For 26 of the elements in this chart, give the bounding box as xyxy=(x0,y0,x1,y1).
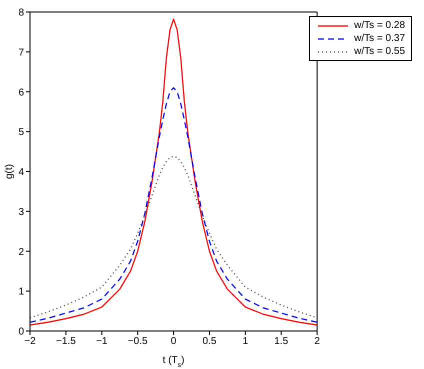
legend-label: w/Ts = 0.55 xyxy=(354,46,405,57)
y-tick-label: 3 xyxy=(18,206,24,218)
legend-label: w/Ts = 0.28 xyxy=(354,20,405,31)
x-tick-label: 1.5 xyxy=(274,336,289,348)
x-tick-label: 0 xyxy=(170,336,177,348)
y-axis-title: g(t) xyxy=(4,164,15,179)
x-tick-label: 0.5 xyxy=(202,336,217,348)
y-tick-label: 6 xyxy=(18,87,24,98)
x-tick-label: −1.5 xyxy=(56,336,76,348)
x-axis-title: t (T$_{s}$) xyxy=(162,355,184,368)
y-tick-label: 7 xyxy=(18,47,24,58)
line-series xyxy=(30,18,318,326)
x-tick-label: −0.5 xyxy=(128,336,148,348)
y-tick-label: 8 xyxy=(18,8,24,19)
x-tick-label: 1 xyxy=(242,336,249,348)
x-tick-label: 2 xyxy=(314,336,320,348)
y-tick-label: 2 xyxy=(18,246,24,258)
y-tick-label: 4 xyxy=(18,167,24,178)
y-tick-label: 5 xyxy=(18,127,24,138)
line-series xyxy=(30,87,318,323)
legend-label: w/Ts = 0.37 xyxy=(354,33,405,44)
line-series xyxy=(30,156,318,318)
x-tick-label: −2 xyxy=(24,336,36,348)
y-tick-label: 1 xyxy=(18,286,24,298)
x-tick-label: −1 xyxy=(96,336,108,348)
y-tick-label: 0 xyxy=(18,326,24,338)
